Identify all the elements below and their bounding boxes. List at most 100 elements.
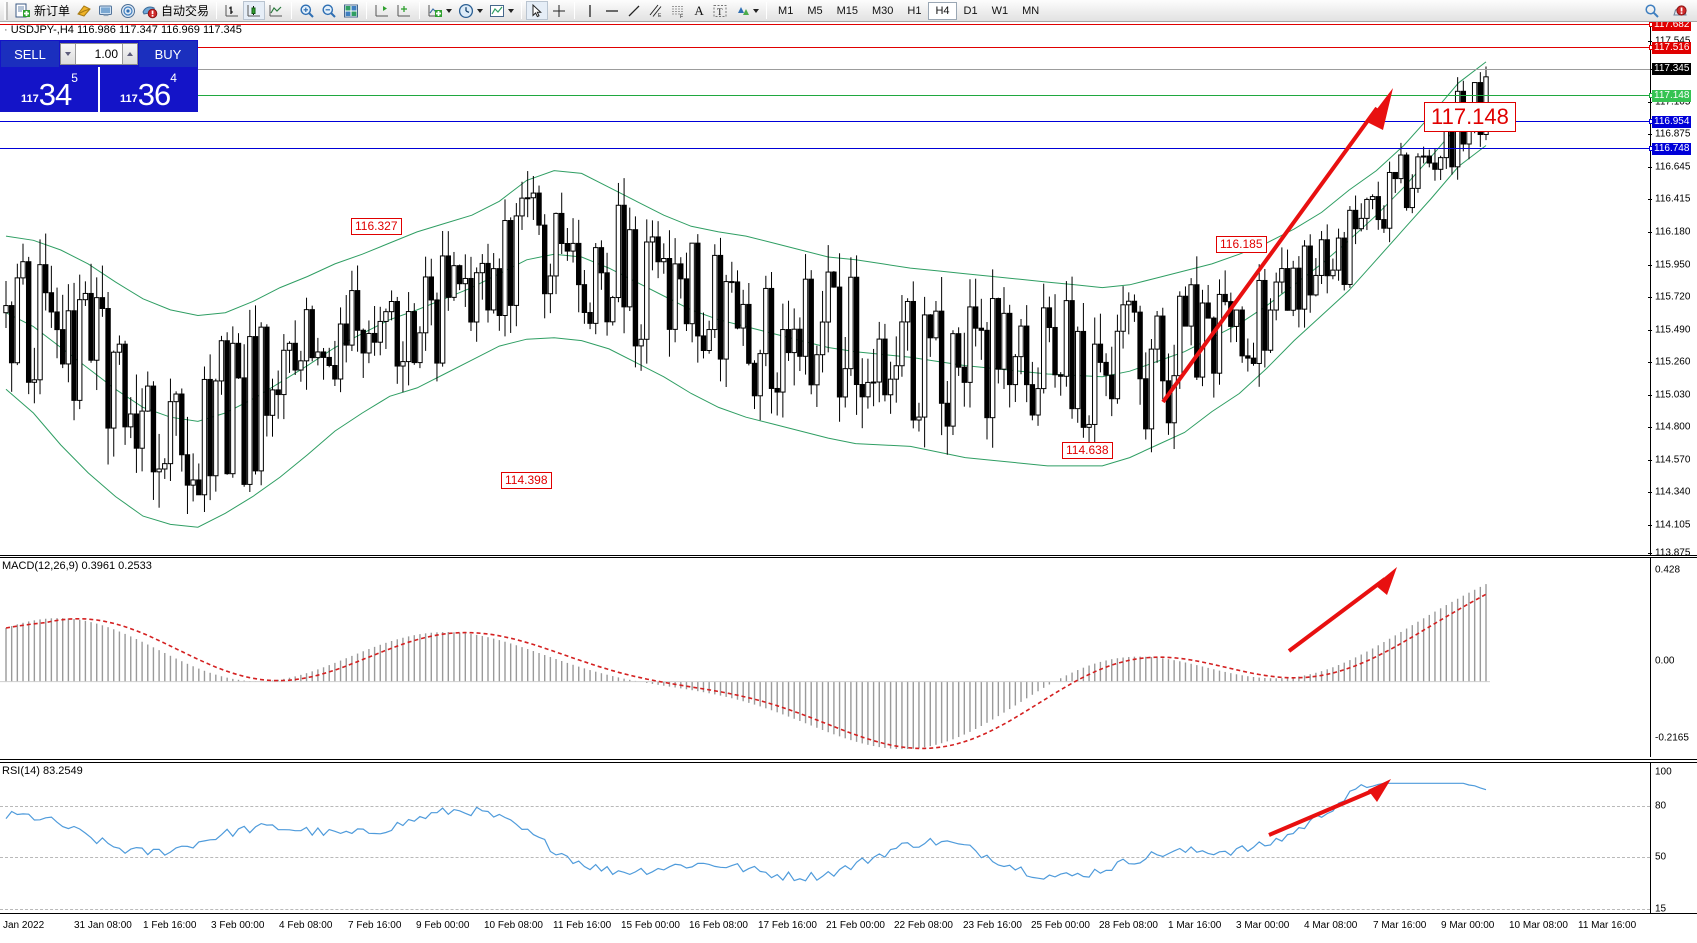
price-badge-117345[interactable]: 117.345 [1652,63,1692,75]
price-pane[interactable]: 116.327 116.185 114.638 114.398 117.148 … [0,22,1697,555]
sell-price-quote[interactable]: 117 34 5 [1,67,98,113]
timeframe-button-mn[interactable]: MN [1015,2,1046,20]
price-scale[interactable]: 117.545 117.345 117.105 116.875 116.645 116.4… [1648,22,1697,555]
fibonacci-tool-button[interactable]: F [667,1,689,20]
fibonacci-icon: F [672,5,683,19]
level-line-116748[interactable] [0,146,1654,151]
svg-text:T: T [717,7,723,17]
auto-scroll-button[interactable] [393,1,415,20]
level-line-116954[interactable] [0,119,1654,124]
price-badge-116954[interactable]: 116.954 [1652,116,1692,128]
toolbar-separator [419,2,421,19]
sell-button[interactable]: SELL [1,41,59,67]
time-axis-label: 3 Feb 00:00 [211,920,265,931]
price-tick-label: 117.105 [1655,96,1691,108]
price-badge-117682[interactable]: 117.682 [1652,22,1692,31]
chart-shift-button[interactable] [371,1,393,20]
svg-text:E: E [658,13,662,19]
rsi-scale[interactable]: 100 80 50 15 [1650,763,1697,914]
price-badge-117148[interactable]: 117.148 [1652,90,1692,102]
annotation-116327[interactable]: 116.327 [351,218,402,235]
new-order-icon [15,3,30,17]
time-axis-label: 4 Feb 08:00 [279,920,333,931]
chart-symbol-text: USDJPY-,H4 116.986 117.347 116.969 117.3… [10,24,242,36]
macd-pane[interactable]: MACD(12,26,9) 0.3961 0.2533 0.428 0.00 -… [0,557,1697,757]
svg-text:F: F [680,14,683,19]
rsi-pane[interactable]: RSI(14) 83.2549 100 80 50 15 [0,762,1697,914]
add-indicator-button[interactable] [424,1,455,20]
alerts-button[interactable] [1669,1,1691,20]
timeframe-button-d1[interactable]: D1 [957,2,985,20]
annotation-114638[interactable]: 114.638 [1062,442,1113,459]
expert-advisor-button[interactable] [73,1,95,20]
annotation-117148[interactable]: 117.148 [1424,102,1516,132]
chart-canvas[interactable]: · USDJPY-,H4 116.986 117.347 116.969 117… [0,22,1697,943]
macd-scale[interactable]: 0.428 0.00 -0.2165 [1650,558,1697,757]
one-click-trading-panel[interactable]: SELL 1.00 BUY 117 34 5 117 36 4 [0,40,198,113]
crosshair-tool-button[interactable] [548,1,570,20]
volume-decrease-button[interactable] [61,44,76,64]
level-line-117516[interactable] [0,45,1654,50]
line-chart-button[interactable] [265,1,287,20]
price-tick-label: 116.645 [1655,161,1691,173]
search-button[interactable] [1641,1,1663,20]
auto-scroll-icon [397,4,411,16]
chevron-down-icon[interactable] [446,8,453,13]
annotation-114398[interactable]: 114.398 [501,472,552,489]
timeframe-button-m30[interactable]: M30 [865,2,900,20]
volume-value[interactable]: 1.00 [94,47,118,61]
rsi-gridline-15 [0,909,1650,910]
price-badge-116748[interactable]: 116.748 [1652,143,1692,155]
timeframe-button-h4[interactable]: H4 [928,1,957,20]
alert-icon [1673,4,1687,16]
timeframe-label: M15 [836,4,858,17]
time-axis-label: 4 Mar 08:00 [1304,920,1358,931]
pane-separator-macd [0,555,1697,556]
tile-windows-button[interactable] [340,1,362,20]
auto-trading-button[interactable]: 自动交易 [139,1,212,20]
trendline-tool-button[interactable] [623,1,645,20]
vertical-line-tool-button[interactable] [579,1,601,20]
new-order-button[interactable]: 新订单 [12,1,73,20]
templates-button[interactable] [486,1,517,20]
time-axis[interactable]: Jan 2022 31 Jan 08:00 1 Feb 16:00 3 Feb 00:… [0,913,1697,943]
annotation-116185[interactable]: 116.185 [1216,236,1267,253]
chevron-down-icon[interactable] [753,8,760,13]
price-tick-label: 116.415 [1655,193,1691,205]
timeframe-button-h1[interactable]: H1 [900,2,928,20]
price-tick-label: 115.260 [1655,356,1691,368]
timeframe-label: M1 [778,4,794,17]
volume-increase-button[interactable] [122,44,137,64]
level-line-117148[interactable] [0,93,1654,98]
market-watch-button[interactable] [95,1,117,20]
timeframe-button-m15[interactable]: M15 [830,2,865,20]
level-line-117682[interactable] [0,22,1654,27]
bar-chart-button[interactable] [221,1,243,20]
pane-separator-rsi [0,759,1697,760]
timeframe-button-w1[interactable]: W1 [985,2,1016,20]
text-label-tool-button[interactable]: T [709,1,731,20]
arrows-tool-button[interactable] [731,1,762,20]
navigator-button[interactable] [117,1,139,20]
timeframe-button-m1[interactable]: M1 [771,2,800,20]
trade-controls-row: SELL 1.00 BUY [1,41,197,67]
cursor-tool-button[interactable] [526,1,549,20]
price-badge-117516[interactable]: 117.516 [1652,42,1692,54]
chevron-down-icon[interactable] [477,8,484,13]
text-tool-button[interactable]: A [694,2,704,18]
timeframe-button-m5[interactable]: M5 [800,2,829,20]
volume-stepper[interactable]: 1.00 [60,43,138,65]
buy-button[interactable]: BUY [139,41,197,67]
horizontal-line-tool-button[interactable] [601,1,623,20]
zoom-in-button[interactable] [296,1,318,20]
time-axis-label: 1 Feb 16:00 [143,920,197,931]
period-button[interactable] [455,1,486,20]
zoom-out-button[interactable] [318,1,340,20]
equidistant-channel-button[interactable]: E [645,1,667,20]
toolbar-grip[interactable] [4,1,10,20]
buy-price-quote[interactable]: 117 36 4 [98,67,197,113]
chevron-down-icon[interactable] [508,8,515,13]
annotation-label: 117.148 [1431,104,1509,129]
monitor-icon [99,5,113,16]
candlestick-chart-button[interactable] [243,1,266,20]
